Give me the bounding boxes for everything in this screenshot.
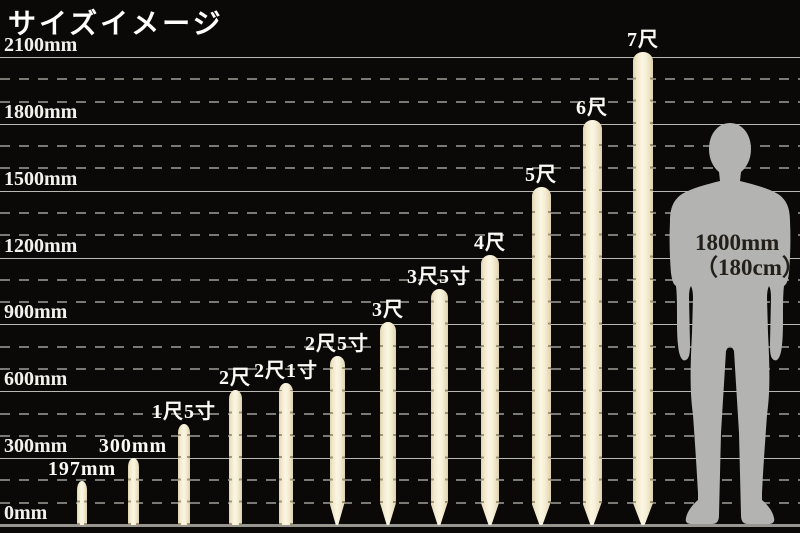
gridline-dashed (0, 234, 800, 237)
gridline-dashed (0, 212, 800, 214)
stake-label: 7尺 (627, 29, 659, 51)
stake-body (228, 390, 242, 525)
axis-tick-label: 300mm (4, 435, 68, 458)
stake-bar (228, 390, 242, 525)
gridline-dashed (0, 501, 800, 504)
person-silhouette-shape (669, 123, 791, 524)
stake-pointed-tip (633, 503, 653, 525)
gridline-solid (0, 57, 800, 58)
stake-bar (582, 120, 602, 525)
gridline-dashed (0, 345, 800, 348)
person-silhouette (669, 123, 791, 524)
baseline-0mm (0, 524, 800, 527)
stake-pointed-tip (531, 503, 551, 525)
stake-body (178, 424, 190, 525)
stake-bar (481, 255, 499, 525)
stake-label: 2尺5寸 (305, 333, 369, 355)
stake-pointed-tip (481, 503, 499, 525)
gridline-dashed (0, 100, 800, 103)
gridline-solid (0, 324, 800, 326)
stake-body (329, 356, 345, 503)
stake-label: 197mm (47, 458, 117, 480)
stake-bar (127, 458, 139, 525)
stake-label: 3尺 (372, 299, 404, 321)
stake-bar (329, 356, 345, 525)
stake-body (481, 255, 499, 503)
axis-tick-label: 1200mm (4, 234, 78, 257)
gridline-dashed (0, 167, 800, 170)
stake-body (633, 52, 653, 503)
page-title: サイズイメージ (8, 9, 224, 40)
stake-body (77, 481, 87, 525)
person-height-mm: 1800mm (695, 230, 780, 255)
stake-label: 2尺1寸 (254, 360, 318, 382)
stake-pointed-tip (430, 503, 448, 525)
stake-label: 6尺 (576, 97, 608, 119)
stake-pointed-tip (380, 503, 396, 525)
axis-tick-label: 0mm (4, 502, 48, 524)
gridline-dashed (0, 145, 800, 148)
gridline-solid (0, 123, 800, 125)
stake-bar (279, 383, 293, 525)
gridline-solid (0, 190, 800, 192)
stake-pointed-tip (582, 503, 602, 525)
stake-bar (380, 322, 396, 525)
stake-body (127, 458, 139, 525)
gridline-solid (0, 458, 800, 460)
axis-tick-label: 1500mm (4, 167, 78, 190)
gridline-dashed (0, 412, 800, 415)
gridline-dashed (0, 301, 800, 304)
gridline-solid (0, 257, 800, 259)
gridline-dashed (0, 479, 800, 482)
stake-bar (633, 52, 653, 525)
stake-label: 3尺5寸 (407, 266, 471, 288)
stake-body (380, 322, 396, 503)
stake-body (430, 289, 448, 503)
axis-tick-label: 900mm (4, 301, 68, 324)
stake-pointed-tip (329, 503, 345, 525)
axis-tick-label: 600mm (4, 368, 68, 391)
stake-label: 1尺5寸 (152, 401, 216, 423)
stake-body (279, 383, 293, 525)
gridline-solid (0, 391, 800, 393)
gridline-dashed (0, 434, 800, 437)
stake-label: 4尺 (474, 232, 506, 254)
person-height-label: 1800mm （180cm） (695, 230, 800, 281)
stake-bar (531, 187, 551, 525)
stake-label: 2尺 (219, 367, 251, 389)
axis-tick-label: 1800mm (4, 100, 78, 123)
axis-tick-label: 2100mm (4, 34, 78, 56)
stake-bar (77, 481, 87, 525)
gridline-dashed (0, 78, 800, 81)
gridline-dashed (0, 368, 800, 370)
person-height-cm: （180cm） (695, 254, 800, 280)
stake-body (531, 187, 551, 503)
stake-bar (178, 424, 190, 525)
stake-body (582, 120, 602, 503)
stake-bar (430, 289, 448, 525)
stake-label: 5尺 (525, 164, 557, 186)
stake-label: 300mm (98, 435, 168, 457)
gridline-dashed (0, 278, 800, 281)
